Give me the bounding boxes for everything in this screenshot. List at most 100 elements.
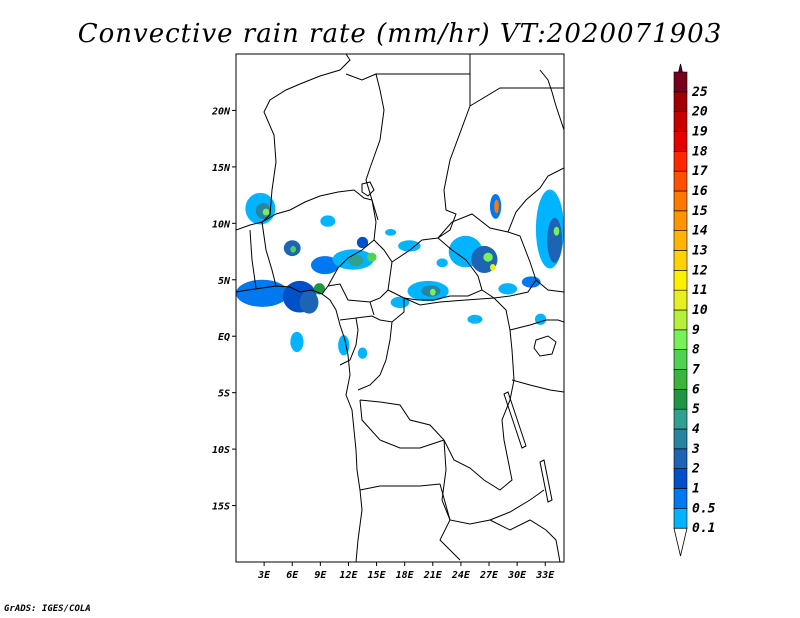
colorbar-segment — [673, 309, 688, 331]
border-niger-chad — [345, 73, 385, 221]
lake-victoria — [533, 335, 557, 357]
colorbar-segment — [673, 71, 688, 93]
colorbar-label: 9 — [692, 323, 700, 338]
lat-tick-label: 20N — [211, 106, 231, 117]
border-cameroon — [327, 239, 393, 303]
latitude-ticks: 20N 15N 10N 5N EQ 5S 10S 15S — [211, 106, 236, 513]
colorbar-label: 1 — [692, 482, 700, 497]
colorbar-segment — [673, 250, 688, 271]
colorbar-segment — [673, 289, 688, 311]
colorbar-label: 19 — [692, 125, 708, 140]
border-sudan-ethiopia — [507, 167, 564, 233]
lon-tick-label: 24E — [451, 570, 471, 581]
lon-tick-label: 15E — [368, 570, 387, 581]
rain-patch — [262, 208, 270, 216]
rain-patch — [299, 291, 319, 314]
colorbar-segment — [673, 131, 688, 152]
rain-patch — [390, 296, 410, 308]
rain-patch — [367, 252, 377, 262]
rain-patch — [429, 288, 436, 296]
rain-patch — [467, 314, 483, 324]
lon-tick-label: 27E — [479, 570, 499, 581]
lon-tick-label: 30E — [507, 570, 527, 581]
border-angola — [359, 399, 445, 449]
border-car — [387, 237, 483, 301]
rain-patch — [547, 217, 563, 263]
lat-tick-label: EQ — [218, 332, 230, 343]
border-mali-niger — [236, 54, 351, 231]
rain-patch — [290, 245, 296, 253]
colorbar-label: 12 — [692, 263, 708, 278]
colorbar-label: 5 — [692, 402, 700, 417]
colorbar-segment — [673, 111, 688, 132]
lon-tick-label: 6E — [286, 570, 299, 581]
colorbar-segment — [673, 389, 688, 410]
colorbar-label: 14 — [692, 224, 708, 239]
rain-patch — [357, 347, 368, 359]
colorbar-segment — [673, 428, 688, 450]
border-ethiopia — [535, 279, 564, 293]
colorbar-segment — [673, 468, 688, 489]
border-uganda-kenya — [509, 319, 564, 331]
lat-tick-label: 5N — [218, 276, 231, 287]
lon-tick-label: 18E — [396, 570, 415, 581]
rain-patch — [436, 258, 448, 268]
colorbar-label: 11 — [692, 283, 708, 298]
colorbar-label: 6 — [692, 382, 700, 397]
colorbar-segment — [673, 508, 688, 529]
rain-rate-field — [236, 189, 564, 359]
colorbar-label: 8 — [692, 343, 700, 358]
rain-patch — [553, 226, 560, 236]
lake-tanganyika — [503, 391, 527, 449]
colorbar-label: 3 — [691, 442, 700, 457]
map-frame — [235, 53, 565, 563]
border-tanzania — [511, 379, 564, 393]
rain-patch — [236, 279, 289, 307]
border-botswana — [439, 483, 461, 561]
colorbar-label: 7 — [692, 363, 700, 378]
rain-patch — [398, 240, 421, 252]
border-gabon — [339, 317, 359, 366]
colorbar-label: 20 — [691, 105, 708, 120]
border-zimbabwe-moz — [489, 519, 561, 562]
border-togo — [249, 229, 257, 289]
colorbar-label: 0.5 — [692, 501, 716, 516]
lake-malawi — [539, 459, 553, 503]
rain-patch — [320, 215, 336, 227]
colorbar-segment — [673, 488, 688, 509]
colorbar-label: 18 — [692, 144, 708, 159]
rain-patch — [483, 252, 493, 262]
rain-patch — [498, 283, 518, 295]
rain-patch — [348, 254, 364, 267]
lon-tick-label: 33E — [535, 570, 555, 581]
rain-patch — [310, 256, 340, 275]
lon-tick-label: 9E — [314, 570, 327, 581]
border-drc — [359, 297, 515, 491]
border-congo — [355, 298, 405, 391]
rain-patch — [385, 228, 397, 236]
border-zambia — [441, 439, 545, 525]
colorbar-segment — [673, 170, 688, 192]
lat-tick-label: 15N — [212, 163, 231, 174]
lat-tick-label: 5S — [218, 389, 230, 400]
colorbar-segment — [673, 270, 688, 291]
colorbar-label: 15 — [692, 204, 708, 219]
colorbar-label: 16 — [692, 184, 708, 199]
colorbar-label: 0.1 — [692, 521, 715, 536]
colorbar-segment — [673, 210, 688, 231]
colorbar-bottom-arrow — [673, 527, 688, 557]
border-libya-chad — [376, 54, 471, 106]
colorbar-segment — [673, 349, 688, 370]
colorbar-segment — [673, 91, 688, 112]
colorbar-segment — [673, 151, 688, 172]
colorbar-segment — [673, 230, 688, 251]
colorbar-segment — [673, 329, 688, 350]
border-benin — [261, 221, 277, 287]
lat-tick-label: 10S — [212, 445, 230, 456]
colorbar-label: 25 — [691, 85, 708, 100]
lon-tick-label: 12E — [339, 570, 358, 581]
lat-tick-label: 10N — [212, 219, 231, 230]
lat-tick-label: 15S — [212, 502, 230, 513]
country-borders — [236, 54, 564, 562]
